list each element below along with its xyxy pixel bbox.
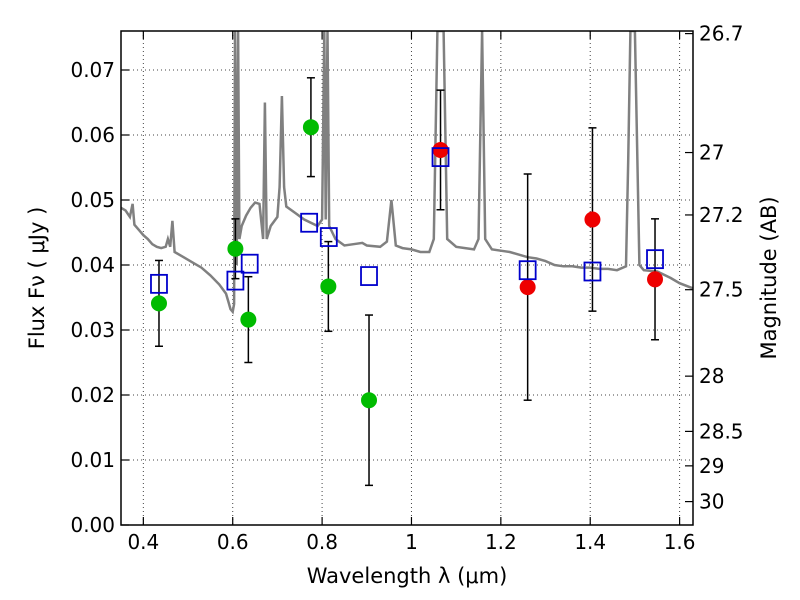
error-bars (154, 77, 660, 487)
square-point (360, 266, 378, 286)
y-tick-label: 0.04 (70, 253, 115, 277)
circle-point (302, 119, 319, 136)
y-tick-label: 0.06 (70, 123, 115, 147)
square-point (583, 261, 602, 282)
model-spectrum (121, 31, 693, 315)
circle-point (519, 279, 536, 296)
circle-point (584, 211, 601, 228)
circle-point (240, 311, 257, 328)
y-tick-label: 0.03 (70, 318, 115, 342)
x-tick-label: 1.6 (664, 530, 696, 554)
mag-tick-label: 27.2 (699, 203, 744, 227)
y-tick-label: 0.00 (70, 513, 115, 537)
square-point (240, 253, 259, 274)
axis-ticks: 0.4 0.6 0.8 1 1.2 1.4 1.6 0.00 0.01 0.02 0.03 0.04 0… (70, 22, 743, 554)
mag-tick-label: 27.5 (699, 278, 744, 302)
y-tick-label: 0.05 (70, 188, 115, 212)
x-tick-label: 1.4 (574, 530, 606, 554)
x-tick-label: 0.6 (217, 530, 249, 554)
circle-point (320, 278, 337, 295)
square-point (431, 147, 450, 168)
y-axis-label: Flux Fν ( μJy ) (25, 207, 49, 350)
spectrum-line (121, 31, 693, 315)
mag-tick-label: 30 (699, 490, 724, 514)
y2-axis-label: Magnitude (AB) (757, 196, 781, 359)
circle-point (361, 392, 378, 409)
mag-tick-label: 27 (699, 141, 724, 165)
mag-tick-label: 28.5 (699, 419, 744, 443)
square-point (518, 260, 537, 281)
circle-point (432, 141, 449, 158)
square-point (646, 249, 664, 270)
x-axis-label: Wavelength λ (μm) (307, 564, 508, 588)
circle-point (227, 240, 244, 257)
data-points (150, 119, 664, 409)
y-tick-label: 0.01 (70, 448, 115, 472)
plot-frame (120, 30, 694, 526)
square-point (300, 212, 319, 233)
mag-tick-label: 28 (699, 364, 724, 388)
x-tick-label: 0.8 (306, 530, 338, 554)
square-point (319, 227, 338, 247)
square-point (226, 270, 245, 291)
square-point (150, 273, 168, 294)
x-tick-label: 0.4 (127, 530, 159, 554)
x-tick-label: 1 (405, 530, 418, 554)
circle-point (150, 295, 167, 312)
mag-tick-label: 29 (699, 454, 724, 478)
x-tick-label: 1.2 (485, 530, 517, 554)
y-tick-label: 0.07 (70, 58, 115, 82)
mag-tick-label: 26.7 (699, 22, 744, 46)
circle-point (647, 271, 664, 288)
y-tick-label: 0.02 (70, 383, 115, 407)
grid (121, 31, 693, 526)
